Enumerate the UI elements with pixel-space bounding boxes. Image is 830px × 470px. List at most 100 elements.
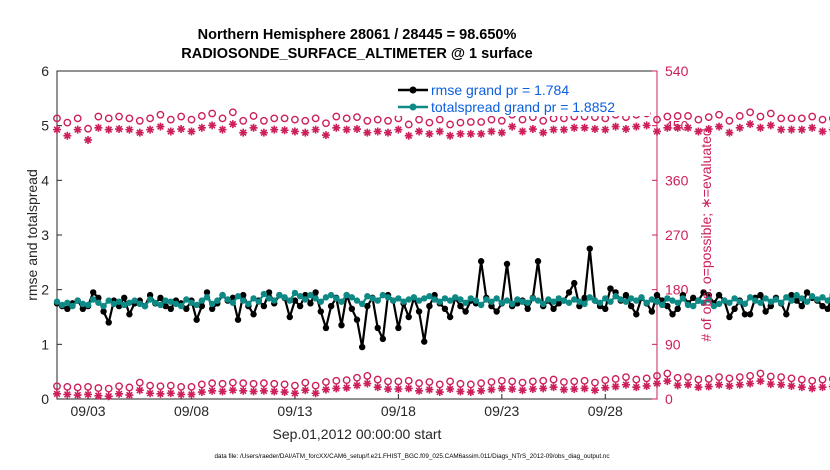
totalspread-point [333, 295, 340, 302]
totalspread-point [529, 295, 537, 302]
rmse-point [441, 305, 449, 312]
rmse-point [286, 313, 293, 321]
bottom-obs-possible-point [322, 378, 330, 386]
bottom-obs-evaluated-point [642, 381, 651, 390]
bottom-obs-possible-point [777, 373, 786, 382]
left-tick-label: 5 [41, 118, 49, 134]
bottom-obs-evaluated-point [404, 384, 413, 393]
totalspread-point [245, 300, 252, 308]
bottom-obs-possible-point [280, 380, 289, 389]
obs-evaluated-point [177, 125, 186, 134]
bottom-obs-possible-point [135, 378, 144, 387]
totalspread-point [126, 299, 133, 306]
bottom-obs-possible-point [580, 376, 589, 385]
rmse-point [405, 313, 412, 321]
bottom-obs-evaluated-point [290, 389, 299, 398]
totalspread-point [69, 302, 76, 310]
obs-possible-point [446, 120, 455, 129]
obs-evaluated-point [435, 127, 444, 136]
totalspread-point [369, 295, 376, 302]
totalspread-point [157, 301, 164, 309]
right-tick-label: 360 [665, 172, 689, 188]
rmse-point [364, 302, 371, 310]
right-tick-label: 270 [665, 227, 689, 243]
obs-possible-point [704, 113, 713, 122]
x-tick-label: 09/08 [174, 403, 209, 419]
rmse-point [550, 305, 557, 312]
obs-possible-point [291, 115, 299, 124]
bottom-obs-possible-point [425, 378, 434, 386]
rmse-point [121, 294, 128, 302]
totalspread-point [415, 297, 423, 304]
bottom-obs-evaluated-point [425, 385, 434, 394]
totalspread-point [234, 293, 242, 300]
bottom-obs-evaluated-point [373, 383, 382, 392]
bottom-obs-possible-point [487, 378, 496, 386]
totalspread-point [105, 297, 112, 304]
obs-possible-point [735, 112, 744, 120]
bottom-obs-possible-point [694, 375, 703, 384]
totalspread-point [312, 295, 319, 302]
obs-possible-point [425, 118, 434, 127]
totalspread-point [627, 295, 635, 302]
totalspread-point [271, 297, 278, 304]
totalspread-point [565, 299, 573, 306]
data-marks [53, 108, 830, 401]
bottom-obs-evaluated-point [208, 386, 217, 395]
rmse-point [193, 316, 200, 323]
obs-possible-point [756, 112, 765, 121]
bottom-obs-evaluated-point [301, 386, 310, 395]
obs-possible-point [208, 109, 217, 118]
obs-possible-point [187, 115, 196, 124]
totalspread-point [58, 301, 66, 309]
bottom-obs-evaluated-point [259, 386, 268, 395]
bottom-obs-possible-point [766, 372, 775, 381]
obs-possible-point [135, 116, 144, 125]
obs-possible-point [715, 110, 723, 119]
totalspread-point [571, 296, 578, 303]
rmse-point [64, 305, 71, 312]
bottom-obs-possible-point [404, 376, 413, 385]
left-tick-label: 0 [41, 391, 49, 407]
totalspread-point [395, 295, 402, 302]
totalspread-point [426, 293, 433, 300]
totalspread-point [193, 301, 200, 309]
obs-possible-point [673, 112, 682, 120]
totalspread-point [690, 302, 697, 310]
bottom-obs-possible-point [746, 372, 755, 380]
bottom-obs-evaluated-point [394, 384, 403, 393]
rmse-point [307, 300, 314, 307]
bottom-obs-possible-point [456, 379, 465, 388]
bottom-obs-possible-point [797, 375, 806, 384]
totalspread-point [550, 298, 557, 305]
totalspread-point [208, 300, 216, 308]
obs-evaluated-point [694, 127, 703, 136]
bottom-obs-possible-point [756, 369, 765, 378]
totalspread-point [555, 295, 562, 302]
rmse-point [633, 311, 640, 318]
obs-evaluated-point [477, 129, 486, 138]
rmse-point [146, 291, 154, 299]
bottom-obs-possible-point [497, 376, 506, 385]
legend-spread-marker [409, 103, 417, 111]
bottom-obs-evaluated-point [321, 385, 330, 394]
data-file-footnote: data file: /Users/raeder/DAI/ATM_forcXX/… [214, 453, 609, 460]
rmse-point [234, 316, 242, 323]
obs-possible-point [73, 114, 82, 123]
obs-possible-point [787, 114, 796, 123]
obs-evaluated-point [590, 125, 599, 134]
bottom-obs-evaluated-point [549, 383, 558, 392]
obs-evaluated-point [270, 125, 279, 134]
totalspread-point [421, 295, 428, 302]
totalspread-point [545, 296, 552, 303]
obs-evaluated-point [63, 131, 72, 140]
bottom-obs-possible-point [528, 377, 537, 386]
rmse-point [762, 308, 769, 315]
bottom-obs-possible-point [197, 380, 206, 389]
bottom-obs-evaluated-point [353, 381, 361, 390]
left-tick-label: 6 [41, 63, 49, 79]
totalspread-point [508, 300, 516, 308]
obs-evaluated-point [115, 125, 124, 134]
totalspread-point [296, 293, 304, 300]
obs-evaluated-point [549, 125, 558, 134]
